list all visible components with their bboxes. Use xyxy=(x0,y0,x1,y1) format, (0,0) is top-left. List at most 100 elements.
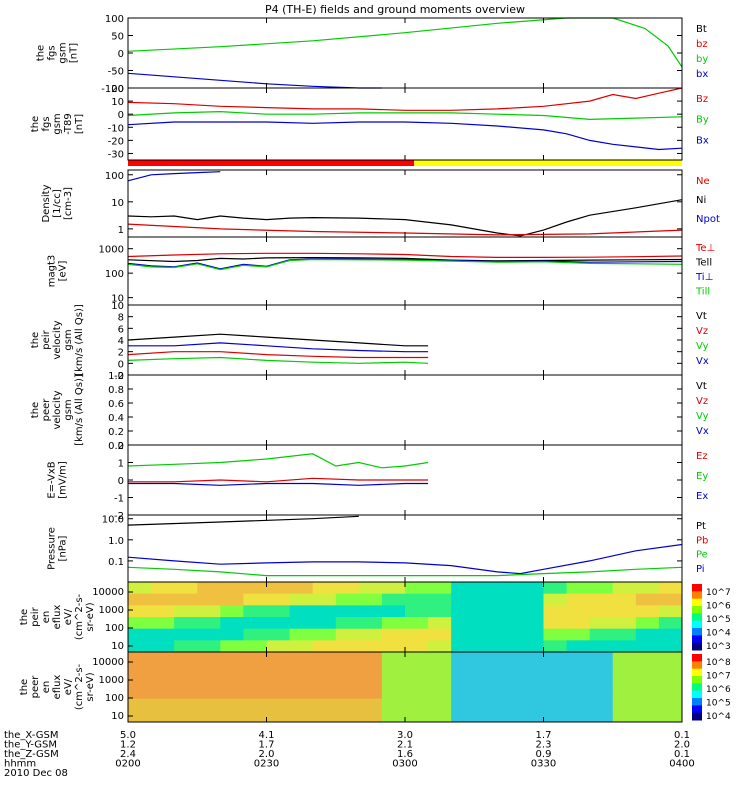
spectrogram-cell xyxy=(474,710,498,723)
spectrogram-cell xyxy=(543,582,568,595)
footer-row-value: 2.1 xyxy=(397,740,413,751)
spectrogram-cell xyxy=(151,675,175,688)
spectrogram-cell xyxy=(381,640,406,653)
spectrogram-cell xyxy=(658,593,683,606)
spectrogram-cell xyxy=(497,663,521,676)
spectrogram-cell xyxy=(128,652,152,665)
spectrogram-cell xyxy=(520,687,544,700)
spectrogram-cell xyxy=(428,710,452,723)
spectrogram-cell xyxy=(174,593,198,606)
spectrogram-cell xyxy=(566,617,591,630)
spectrogram-cell xyxy=(381,617,406,630)
spectrogram-cell xyxy=(658,617,683,630)
series-line xyxy=(128,482,429,486)
colorbar-segment xyxy=(692,635,702,644)
y-axis-label: sr-eV) xyxy=(85,602,96,631)
legend-entry: Bx xyxy=(696,135,709,146)
spectrogram-cell xyxy=(451,710,475,723)
spectrogram-cell xyxy=(151,652,175,665)
spectrogram-cell xyxy=(243,675,267,688)
y-axis-label: E=-VxB xyxy=(47,461,58,498)
spectrogram-cell xyxy=(312,710,337,723)
spectrogram-cell xyxy=(566,663,591,676)
spectrogram-cell xyxy=(174,710,198,723)
y-axis-label: gsm xyxy=(58,42,69,63)
y-axis-label: eV/ xyxy=(63,608,74,625)
spectrogram-cell xyxy=(405,628,429,641)
spectrogram-cell xyxy=(612,710,637,723)
spectrogram-cell xyxy=(428,582,452,595)
spectrogram-cell xyxy=(497,652,521,665)
spectrogram-cell xyxy=(497,605,521,618)
spectrogram-cell xyxy=(658,663,683,676)
spectrogram-cell xyxy=(174,652,198,665)
spectrogram-cell xyxy=(197,698,221,711)
legend-entry: Till xyxy=(695,287,710,298)
spectrogram-cell xyxy=(381,675,406,688)
spectrogram-cell xyxy=(635,605,660,618)
spectrogram-cell xyxy=(658,698,683,711)
spectrogram-cell xyxy=(266,640,291,653)
spectrogram-cell xyxy=(589,628,614,641)
y-tick-label: 0 xyxy=(118,359,124,370)
footer-row-value: 0330 xyxy=(531,759,556,770)
spectrogram-cell xyxy=(381,582,406,595)
spectrogram-cell xyxy=(566,710,591,723)
spectrogram-cell xyxy=(197,593,221,606)
y-tick-label: 0.1 xyxy=(108,557,124,568)
y-tick-label: 100 xyxy=(105,693,124,704)
spectrogram-cell xyxy=(566,593,591,606)
y-axis-label: en xyxy=(41,681,52,694)
y-tick-label: 1 xyxy=(118,225,124,236)
spectrogram-cell xyxy=(266,687,291,700)
spectrogram-cell xyxy=(497,582,521,595)
legend-entry: Vz xyxy=(696,396,708,407)
spectrogram-cell xyxy=(612,628,637,641)
spectrogram-cell xyxy=(335,628,360,641)
legend-entry: Pb xyxy=(696,535,708,546)
spectrogram-cell xyxy=(520,652,544,665)
legend-entry: Tell xyxy=(695,258,712,269)
spectrogram-cell xyxy=(128,582,152,595)
spectrogram-cell xyxy=(451,652,475,665)
spectrogram-cell xyxy=(497,593,521,606)
colorbar-segment xyxy=(692,613,702,622)
spectrogram-cell xyxy=(128,628,152,641)
spectrogram-cell xyxy=(289,582,314,595)
spectrogram-cell xyxy=(566,687,591,700)
colorbar-tick-label: 10^4 xyxy=(706,712,731,722)
spectrogram-cell xyxy=(174,687,198,700)
spectrogram-cell xyxy=(151,663,175,676)
series-line xyxy=(127,199,683,237)
spectrogram-cell xyxy=(520,640,544,653)
spectrogram-cell xyxy=(151,593,175,606)
spectrogram-cell xyxy=(243,663,267,676)
spectrogram-cell xyxy=(197,652,221,665)
footer-row-value: 5.0 xyxy=(120,730,136,741)
y-axis-label: the xyxy=(19,679,30,695)
spectrogram-cell xyxy=(451,663,475,676)
state-bar-red xyxy=(128,160,415,166)
spectrogram-cell xyxy=(381,652,406,665)
spectrogram-cell xyxy=(405,593,429,606)
y-axis-label: velocity xyxy=(52,320,63,359)
spectrogram-cell xyxy=(220,593,244,606)
spectrogram-cell xyxy=(612,663,637,676)
spectrogram-cell xyxy=(589,663,614,676)
spectrogram-cell xyxy=(220,675,244,688)
spectrogram-cell xyxy=(451,687,475,700)
legend-entry: Pt xyxy=(696,521,706,532)
spectrogram-cell xyxy=(589,605,614,618)
spectrogram-cell xyxy=(243,605,267,618)
footer-row-label: the_Y-GSM xyxy=(4,740,57,751)
spectrogram-cell xyxy=(128,663,152,676)
spectrogram-cell xyxy=(428,675,452,688)
spectrogram-cell xyxy=(335,698,360,711)
spectrogram-cell xyxy=(266,628,291,641)
spectrogram-cell xyxy=(566,582,591,595)
spectrogram-cell xyxy=(197,710,221,723)
legend-entry: Vt xyxy=(696,381,707,392)
spectrogram-cell xyxy=(543,710,568,723)
spectrogram-cell xyxy=(474,582,498,595)
